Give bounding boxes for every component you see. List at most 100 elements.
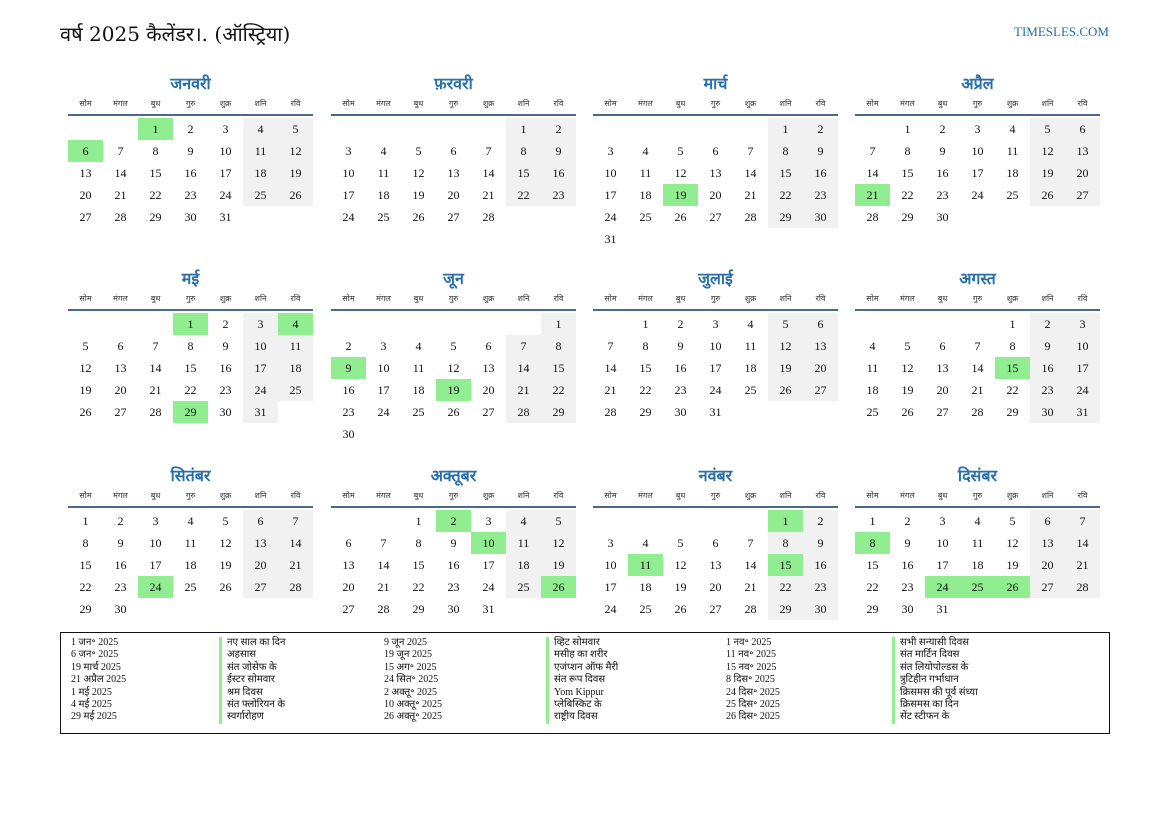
weekday-header: सोम मंगल बुध गुरु शुक्र शनि रवि bbox=[593, 96, 838, 116]
day-cell: 28 bbox=[377, 602, 390, 616]
day-cell: 9 bbox=[803, 140, 838, 162]
day-cell: 21 bbox=[278, 554, 313, 576]
month-1: जनवरी सोम मंगल बुध गुरु शुक्र शनि रवि 1 2 3 4 5 6 7 8 9 1… bbox=[68, 74, 313, 228]
holiday-day: 26 bbox=[995, 576, 1030, 598]
day-cell: 7 bbox=[869, 144, 876, 158]
day-cell: 28 bbox=[506, 401, 541, 423]
month-name: दिसंबर bbox=[957, 466, 998, 485]
day-cell: 6 bbox=[803, 313, 838, 335]
day-cell: 15 bbox=[79, 558, 92, 572]
weekday-label: शनि bbox=[779, 491, 792, 500]
day-cell: 21 bbox=[744, 580, 757, 594]
day-cell: 12 bbox=[674, 558, 687, 572]
day-cell: 21 bbox=[149, 383, 162, 397]
day-cell: 23 bbox=[219, 383, 232, 397]
day-grid: 1 2 3 4 5 6 7 8 9 10 11 12 13 14 15 16 17 18 19 20 21 22 23 24 2… bbox=[331, 118, 576, 228]
day-cell: 2 bbox=[117, 514, 124, 528]
day-cell: 6 bbox=[345, 536, 352, 550]
day-cell: 12 bbox=[768, 335, 803, 357]
day-cell: 7 bbox=[747, 536, 754, 550]
month-name: जून bbox=[443, 269, 464, 288]
day-cell: 31 bbox=[604, 232, 617, 246]
weekday-label: सोम bbox=[79, 99, 92, 108]
day-cell: 17 bbox=[936, 558, 949, 572]
day-cell: 8 bbox=[152, 144, 159, 158]
day-cell: 16 bbox=[184, 166, 197, 180]
month-9: सितंबर सोम मंगल बुध गुरु शुक्र शनि रवि 1 2 3 4 5 6 7 8 9… bbox=[68, 466, 313, 620]
day-cell: 10 bbox=[377, 361, 390, 375]
day-cell: 25 bbox=[243, 184, 278, 206]
month-name: मार्च bbox=[703, 74, 728, 93]
day-cell: 23 bbox=[674, 383, 687, 397]
day-cell: 16 bbox=[901, 558, 914, 572]
weekday-label: बुध bbox=[150, 491, 161, 500]
day-cell: 26 bbox=[219, 580, 232, 594]
site-link[interactable]: TIMESLES.COM bbox=[1014, 24, 1109, 39]
day-cell: 13 bbox=[79, 166, 92, 180]
day-cell: 1 bbox=[1009, 317, 1016, 331]
legend-date: 4 मई 2025 bbox=[71, 699, 112, 711]
day-cell: 23 bbox=[901, 580, 914, 594]
day-cell: 16 bbox=[674, 361, 687, 375]
day-cell: 17 bbox=[482, 558, 495, 572]
holiday-day: 8 bbox=[855, 532, 890, 554]
empty-cell bbox=[593, 510, 628, 532]
day-cell: 18 bbox=[1006, 166, 1019, 180]
day-cell: 22 bbox=[866, 580, 879, 594]
day-cell: 2 bbox=[803, 510, 838, 532]
day-cell: 8 bbox=[768, 140, 803, 162]
empty-cell bbox=[103, 118, 138, 140]
day-cell: 23 bbox=[1030, 379, 1065, 401]
day-cell: 1 bbox=[904, 122, 911, 136]
empty-cell bbox=[925, 313, 960, 335]
day-cell: 15 bbox=[412, 558, 425, 572]
legend-date: 19 मार्च 2025 bbox=[71, 661, 121, 673]
day-cell: 5 bbox=[1009, 514, 1016, 528]
month-name: जुलाई bbox=[698, 269, 733, 288]
weekday-label: शुक्र bbox=[744, 99, 757, 108]
weekday-label: गुरु bbox=[448, 294, 459, 303]
day-cell: 5 bbox=[677, 536, 684, 550]
day-cell: 27 bbox=[709, 602, 722, 616]
weekday-label: शुक्र bbox=[1006, 491, 1019, 500]
day-cell: 19 bbox=[412, 188, 425, 202]
day-cell: 2 bbox=[904, 514, 911, 528]
weekday-header: सोम मंगल बुध गुरु शुक्र शनि रवि bbox=[68, 96, 313, 116]
day-cell: 28 bbox=[1065, 576, 1100, 598]
day-cell: 22 bbox=[79, 580, 92, 594]
day-cell: 1 bbox=[506, 118, 541, 140]
day-cell: 21 bbox=[506, 379, 541, 401]
day-cell: 28 bbox=[604, 405, 617, 419]
day-cell: 5 bbox=[278, 118, 313, 140]
month-4: अप्रैल सोम मंगल बुध गुरु शुक्र शनि रवि 1 2 3 4 5 6 7 8 9… bbox=[855, 74, 1100, 228]
day-cell: 25 bbox=[412, 405, 425, 419]
empty-cell bbox=[471, 313, 506, 335]
day-cell: 5 bbox=[450, 339, 457, 353]
day-cell: 16 bbox=[219, 361, 232, 375]
day-cell: 2 bbox=[939, 122, 946, 136]
day-cell: 24 bbox=[243, 379, 278, 401]
weekday-label: सोम bbox=[866, 99, 879, 108]
day-cell: 7 bbox=[278, 510, 313, 532]
day-cell: 7 bbox=[152, 339, 159, 353]
day-cell: 4 bbox=[506, 510, 541, 532]
day-cell: 1 bbox=[642, 317, 649, 331]
weekday-label: शनि bbox=[517, 491, 530, 500]
day-cell: 7 bbox=[485, 144, 492, 158]
day-grid: 1 2 3 4 5 6 7 8 9 10 11 12 13 14 15 16 17 18 19 20 21 22 23 24 2… bbox=[855, 118, 1100, 228]
day-grid: 1 2 3 4 5 6 7 8 9 10 11 12 13 14 15 16 17 18 19 20 21 22 23 24 2… bbox=[855, 313, 1100, 423]
day-cell: 21 bbox=[1065, 554, 1100, 576]
weekday-label: रवि bbox=[1077, 491, 1088, 500]
day-cell: 14 bbox=[506, 357, 541, 379]
day-cell: 29 bbox=[79, 602, 92, 616]
day-cell: 25 bbox=[278, 379, 313, 401]
day-cell: 29 bbox=[412, 602, 425, 616]
day-cell: 28 bbox=[482, 210, 495, 224]
day-cell: 10 bbox=[936, 536, 949, 550]
day-cell: 24 bbox=[1065, 379, 1100, 401]
weekday-label: शनि bbox=[517, 99, 530, 108]
day-cell: 19 bbox=[79, 383, 92, 397]
day-cell: 10 bbox=[243, 335, 278, 357]
day-cell: 6 bbox=[450, 144, 457, 158]
day-cell: 16 bbox=[541, 162, 576, 184]
